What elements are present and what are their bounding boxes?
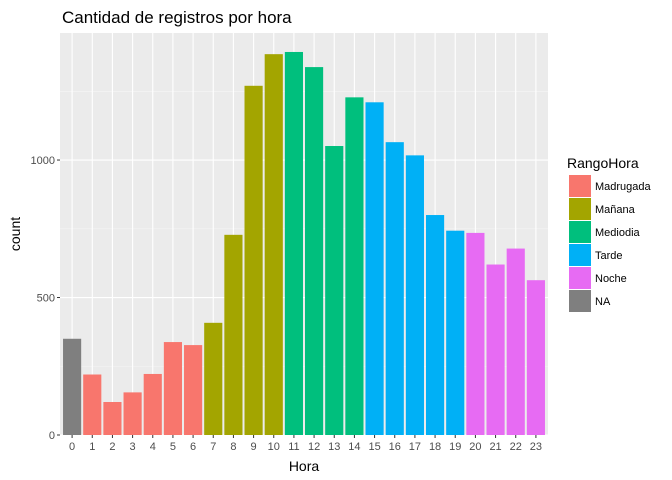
x-tick-label: 17: [409, 441, 421, 453]
y-tick-label: 0: [49, 430, 55, 442]
bar-hora-11: [284, 51, 303, 435]
bar-hora-10: [264, 54, 283, 436]
bar-hora-14: [345, 97, 364, 436]
bar-hora-15: [365, 102, 384, 435]
x-axis: 0 1 2 3 4 5 6 7 8 9 10 11 12 13 14 15 16 17 18 19 20 21 22 23: [69, 435, 542, 453]
x-tick-label: 0: [69, 441, 75, 453]
x-tick-label: 20: [469, 441, 481, 453]
legend-key: [569, 198, 591, 220]
bar-hora-19: [446, 230, 465, 435]
x-tick-label: 1: [89, 441, 95, 453]
y-tick-label: 500: [37, 293, 55, 305]
bar-hora-0: [63, 338, 82, 435]
x-tick-label: 23: [530, 441, 542, 453]
legend-label: Mañana: [595, 204, 636, 216]
x-tick-label: 16: [389, 441, 401, 453]
legend-title: RangoHora: [567, 155, 639, 171]
x-tick-label: 12: [308, 441, 320, 453]
bar-hora-13: [325, 146, 344, 436]
y-tick-label: 1000: [31, 155, 55, 167]
bar-hora-9: [244, 85, 263, 436]
legend-key: [569, 221, 591, 243]
x-tick-label: 5: [170, 441, 176, 453]
legend-key: [569, 244, 591, 266]
bar-hora-16: [385, 142, 404, 435]
bar-hora-22: [506, 248, 525, 435]
x-tick-label: 2: [109, 441, 115, 453]
x-tick-label: 22: [510, 441, 522, 453]
x-tick-label: 14: [348, 441, 360, 453]
x-tick-label: 11: [288, 441, 299, 453]
bar-hora-2: [103, 402, 122, 435]
legend-label: Tarde: [595, 250, 623, 262]
x-tick-label: 21: [489, 441, 501, 453]
x-axis-title: Hora: [289, 458, 320, 474]
x-tick-label: 13: [328, 441, 340, 453]
bar-hora-23: [526, 280, 545, 435]
bar-hora-20: [466, 232, 485, 435]
bar-hora-21: [486, 264, 505, 435]
bar-hora-8: [224, 234, 243, 435]
y-axis-title: count: [7, 217, 23, 251]
x-tick-label: 3: [130, 441, 136, 453]
bar-hora-12: [305, 67, 324, 435]
legend-key: [569, 290, 591, 312]
x-tick-label: 7: [210, 441, 216, 453]
legend-label: NA: [595, 296, 611, 308]
x-tick-label: 10: [268, 441, 280, 453]
legend: RangoHora Madrugada Mañana Mediodia Tarde No…: [567, 155, 652, 312]
x-tick-label: 9: [251, 441, 257, 453]
x-tick-label: 4: [150, 441, 156, 453]
bar-hora-1: [83, 374, 102, 435]
bar-hora-17: [405, 155, 424, 435]
bar-hora-18: [426, 215, 445, 435]
legend-key: [569, 175, 591, 197]
bar-hora-5: [163, 342, 182, 435]
bar-hora-4: [143, 373, 162, 435]
x-tick-label: 6: [190, 441, 196, 453]
y-axis: 0 500 1000: [31, 155, 60, 442]
bar-hora-3: [123, 392, 142, 435]
x-tick-label: 8: [230, 441, 236, 453]
x-tick-label: 18: [429, 441, 441, 453]
chart-title: Cantidad de registros por hora: [62, 8, 292, 27]
x-tick-label: 19: [449, 441, 461, 453]
bar-hora-7: [204, 322, 223, 435]
bar-hora-6: [184, 345, 203, 435]
x-tick-label: 15: [368, 441, 380, 453]
legend-key: [569, 267, 591, 289]
legend-label: Mediodia: [595, 227, 641, 239]
legend-label: Madrugada: [595, 181, 652, 193]
bars: [63, 51, 545, 436]
legend-items: Madrugada Mañana Mediodia Tarde Noche NA: [569, 175, 652, 312]
legend-label: Noche: [595, 273, 627, 285]
